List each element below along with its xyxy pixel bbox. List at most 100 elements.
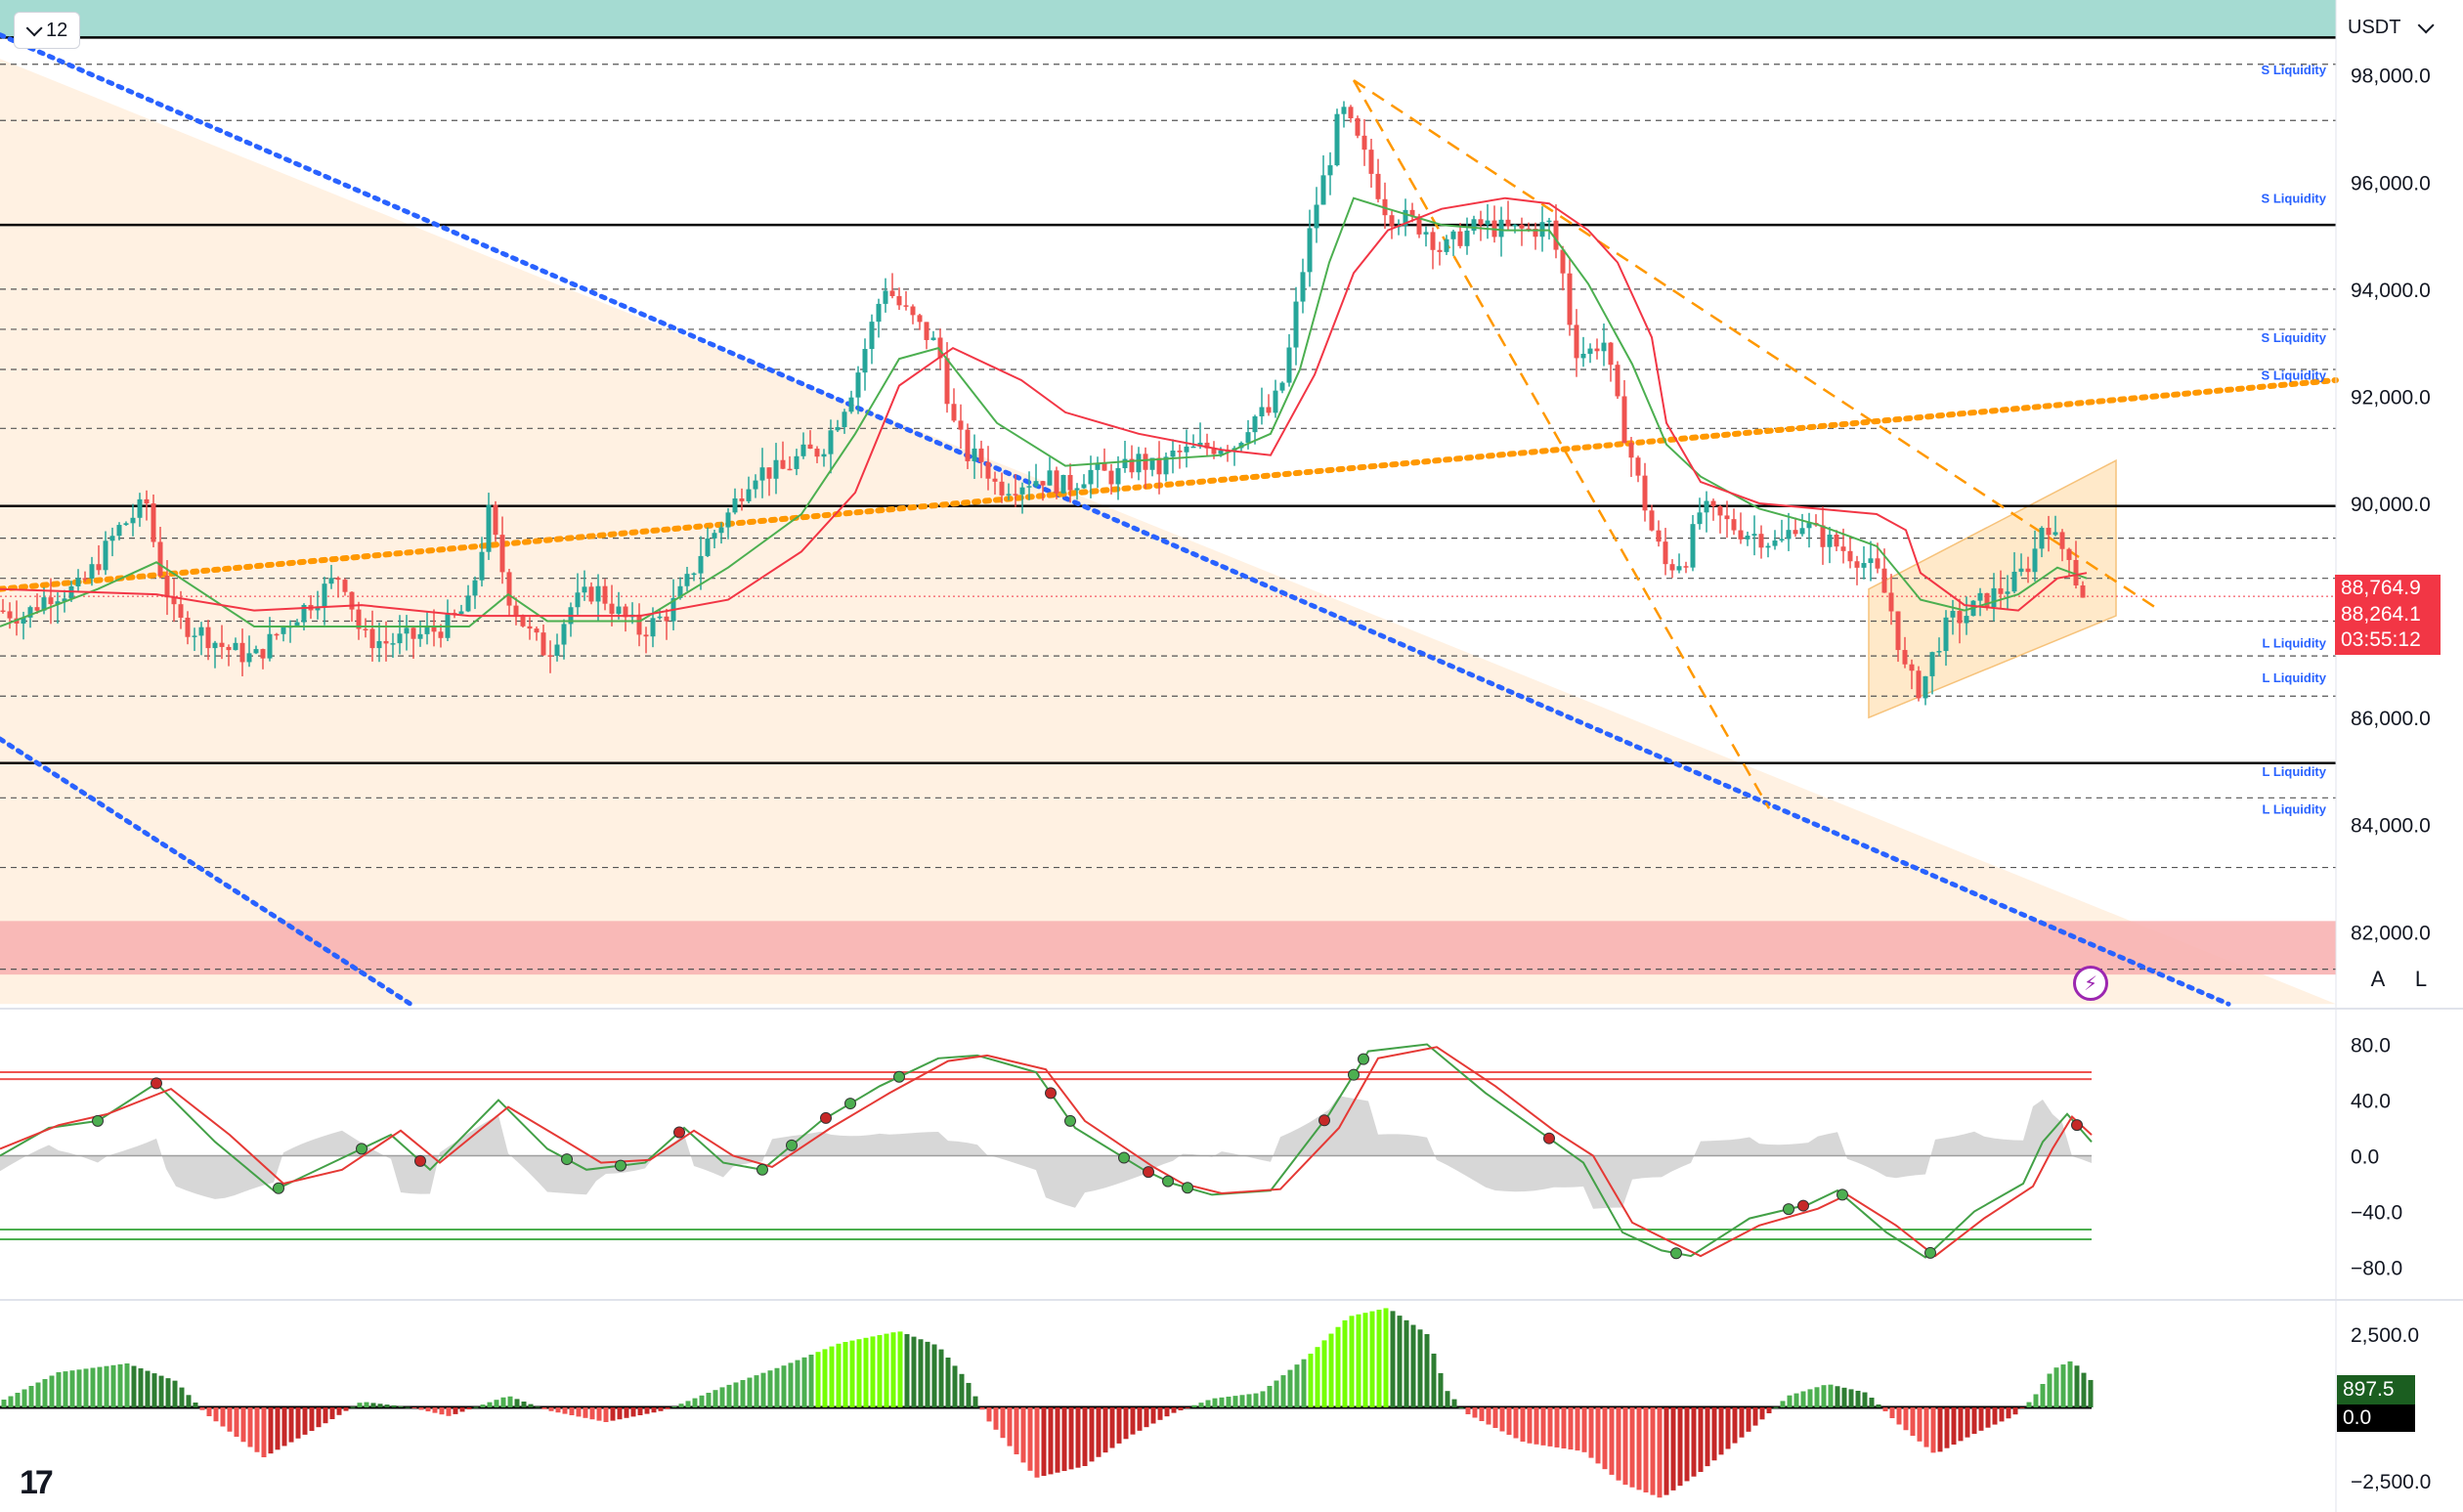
histogram-bar xyxy=(1636,1407,1642,1490)
histogram-bar xyxy=(247,1407,253,1447)
candle-body xyxy=(1594,348,1600,352)
histogram-bar xyxy=(1383,1308,1389,1407)
histogram-bar xyxy=(555,1407,561,1413)
histogram-bar xyxy=(986,1407,992,1422)
candle-body xyxy=(698,555,704,574)
candle-body xyxy=(68,585,74,599)
histogram-bar xyxy=(1253,1393,1259,1407)
histogram-bar xyxy=(692,1398,698,1407)
currency-selector[interactable]: USDT xyxy=(2338,10,2440,45)
candle-body xyxy=(999,481,1005,496)
candle-body xyxy=(2052,532,2058,536)
histogram-bar xyxy=(1534,1407,1539,1445)
histogram-bar xyxy=(1848,1389,1854,1407)
histogram-bar xyxy=(624,1407,629,1418)
candle-body xyxy=(561,624,567,645)
histogram-bar xyxy=(56,1372,62,1407)
histogram-bar xyxy=(644,1407,650,1414)
candle-body xyxy=(1040,481,1046,486)
candle-body xyxy=(41,597,47,611)
candle-body xyxy=(1642,475,1648,511)
histogram-bar xyxy=(507,1396,513,1407)
histogram-bar xyxy=(124,1363,130,1407)
candle-body xyxy=(171,597,177,605)
price-axis-tick-label: 96,000.0 xyxy=(2351,172,2431,194)
histogram-bar xyxy=(1664,1407,1669,1495)
histogram-bar xyxy=(405,1406,410,1408)
histogram-bar xyxy=(1123,1407,1129,1440)
candle-body xyxy=(534,628,540,633)
histogram-zero-label: 0.0 xyxy=(2343,1406,2372,1429)
candle-body xyxy=(342,580,348,592)
candle-body xyxy=(1457,231,1463,246)
log-scale-button[interactable]: L xyxy=(2404,963,2438,996)
candle-body xyxy=(1102,462,1107,471)
candle-body xyxy=(527,626,533,629)
candle-body xyxy=(404,627,410,634)
histogram-bar xyxy=(1862,1392,1868,1407)
candle-body xyxy=(1129,458,1135,473)
histogram-bar xyxy=(391,1404,397,1407)
histogram-bar xyxy=(972,1396,978,1407)
candle-body xyxy=(328,578,334,584)
histogram-bar xyxy=(1999,1407,2005,1422)
interval-selector[interactable]: 12 xyxy=(14,12,81,49)
histogram-bar xyxy=(97,1366,103,1407)
histogram-bar xyxy=(1759,1407,1765,1420)
candle-body xyxy=(1683,566,1689,568)
candle-body xyxy=(2025,568,2031,573)
histogram-bar xyxy=(1821,1385,1827,1407)
histogram-bar xyxy=(1130,1407,1136,1435)
histogram-axis-tick-label: −2,500.0 xyxy=(2351,1471,2431,1493)
candle-body xyxy=(164,575,170,598)
histogram-bar xyxy=(1841,1387,1847,1407)
candle-body xyxy=(1423,232,1429,235)
candle-body xyxy=(479,551,485,581)
histogram-bar xyxy=(719,1387,725,1407)
auto-scale-button[interactable]: A xyxy=(2361,963,2395,996)
crossover-dot xyxy=(820,1111,832,1124)
candle-body xyxy=(27,607,33,618)
candle-body xyxy=(1320,175,1326,205)
histogram-bar xyxy=(1889,1407,1895,1418)
histogram-bar xyxy=(535,1406,540,1408)
candle-body xyxy=(972,448,977,461)
candle-body xyxy=(951,404,957,421)
candle-body xyxy=(643,634,649,637)
candle-body xyxy=(1115,468,1121,485)
histogram-bar xyxy=(2088,1379,2094,1407)
candle-body xyxy=(1286,347,1292,383)
candle-body xyxy=(616,606,622,615)
histogram-bar xyxy=(309,1407,315,1432)
histogram-bar xyxy=(480,1404,486,1407)
candle-body xyxy=(376,640,382,649)
candle-body xyxy=(1519,224,1525,229)
candle-body xyxy=(835,427,841,431)
histogram-bar xyxy=(774,1367,780,1407)
lightning-icon[interactable]: ⚡ xyxy=(2073,966,2108,1001)
histogram-bar xyxy=(336,1407,342,1415)
histogram-bar xyxy=(302,1407,308,1435)
candle-body xyxy=(1731,519,1737,531)
histogram-bar xyxy=(1020,1407,1026,1463)
candle-body xyxy=(1710,500,1716,507)
histogram-bar xyxy=(1431,1353,1437,1407)
histogram-bar xyxy=(1445,1391,1450,1407)
interval-label: 12 xyxy=(46,19,68,41)
candle-body xyxy=(2018,568,2024,572)
candle-body xyxy=(438,631,444,638)
liquidity-label: L Liquidity xyxy=(2263,670,2327,685)
histogram-bar xyxy=(1876,1404,1881,1407)
histogram-bar xyxy=(69,1370,75,1407)
histogram-bar xyxy=(158,1375,164,1407)
histogram-bar xyxy=(1390,1311,1396,1407)
histogram-bar xyxy=(1513,1407,1519,1439)
candle-body xyxy=(1314,204,1319,229)
histogram-bar xyxy=(1657,1407,1663,1498)
histogram-bar xyxy=(1465,1407,1471,1414)
histogram-bar xyxy=(671,1406,677,1407)
candle-body xyxy=(1793,530,1798,535)
candle-body xyxy=(390,643,396,645)
